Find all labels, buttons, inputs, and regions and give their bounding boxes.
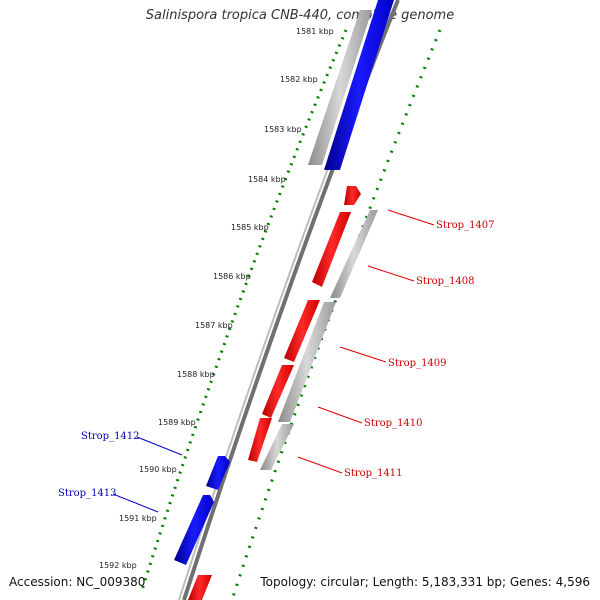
gene-label-strop-1412[interactable]: Strop_1412	[81, 431, 140, 442]
gene-label-strop-1408[interactable]: Strop_1408	[416, 276, 475, 287]
kbp-tick-label: 1590 kbp	[139, 465, 177, 474]
kbp-tick-label: 1588 kbp	[177, 370, 215, 379]
gene-strop-1411	[248, 418, 272, 462]
kbp-tick-label: 1584 kbp	[248, 175, 286, 184]
gene-strop-1408	[312, 212, 351, 287]
accession-label: Accession: NC_009380	[9, 575, 146, 589]
gene-strop-1410	[262, 365, 294, 418]
gene-label-strop-1410[interactable]: Strop_1410	[364, 418, 423, 429]
gene-label-strop-1409[interactable]: Strop_1409	[388, 358, 447, 369]
gene-label-strop-1413[interactable]: Strop_1413	[58, 488, 117, 499]
kbp-tick-label: 1589 kbp	[158, 418, 196, 427]
kbp-tick-label: 1583 kbp	[264, 125, 302, 134]
topology-label: Topology: circular; Length: 5,183,331 bp…	[260, 575, 590, 589]
kbp-tick-labels: 1581 kbp 1582 kbp 1583 kbp 1584 kbp 1585 kbp…	[99, 27, 334, 570]
left-leaders	[112, 436, 183, 513]
right-leaders	[297, 209, 435, 474]
kbp-tick-label: 1591 kbp	[119, 514, 157, 523]
kbp-tick-label: 1592 kbp	[99, 561, 137, 570]
right-gene-labels: Strop_1407 Strop_1408 Strop_1409 Strop_1410…	[344, 220, 495, 479]
gene-strop-1413	[174, 495, 214, 565]
gene-shadow-1407	[330, 210, 378, 298]
kbp-tick-label: 1581 kbp	[296, 27, 334, 36]
gene-label-strop-1411[interactable]: Strop_1411	[344, 468, 403, 479]
left-gene-labels: Strop_1412 Strop_1413	[58, 431, 140, 499]
gene-shadow-top	[308, 10, 372, 165]
gene-strop-1412	[206, 456, 230, 490]
genome-backbone	[182, 0, 400, 600]
kbp-tick-label: 1585 kbp	[231, 223, 269, 232]
gene-strop-1407	[344, 186, 361, 205]
kbp-tick-label: 1587 kbp	[195, 321, 233, 330]
kbp-tick-label: 1582 kbp	[280, 75, 318, 84]
gene-shadow-1409	[278, 302, 336, 422]
gene-shadow-1411	[260, 424, 294, 470]
kbp-tick-label: 1586 kbp	[213, 272, 251, 281]
gene-strop-1409	[284, 300, 320, 362]
gene-label-strop-1407[interactable]: Strop_1407	[436, 220, 495, 231]
gene-reverse-top	[324, 0, 394, 170]
gene-partial-bottom	[188, 575, 212, 600]
